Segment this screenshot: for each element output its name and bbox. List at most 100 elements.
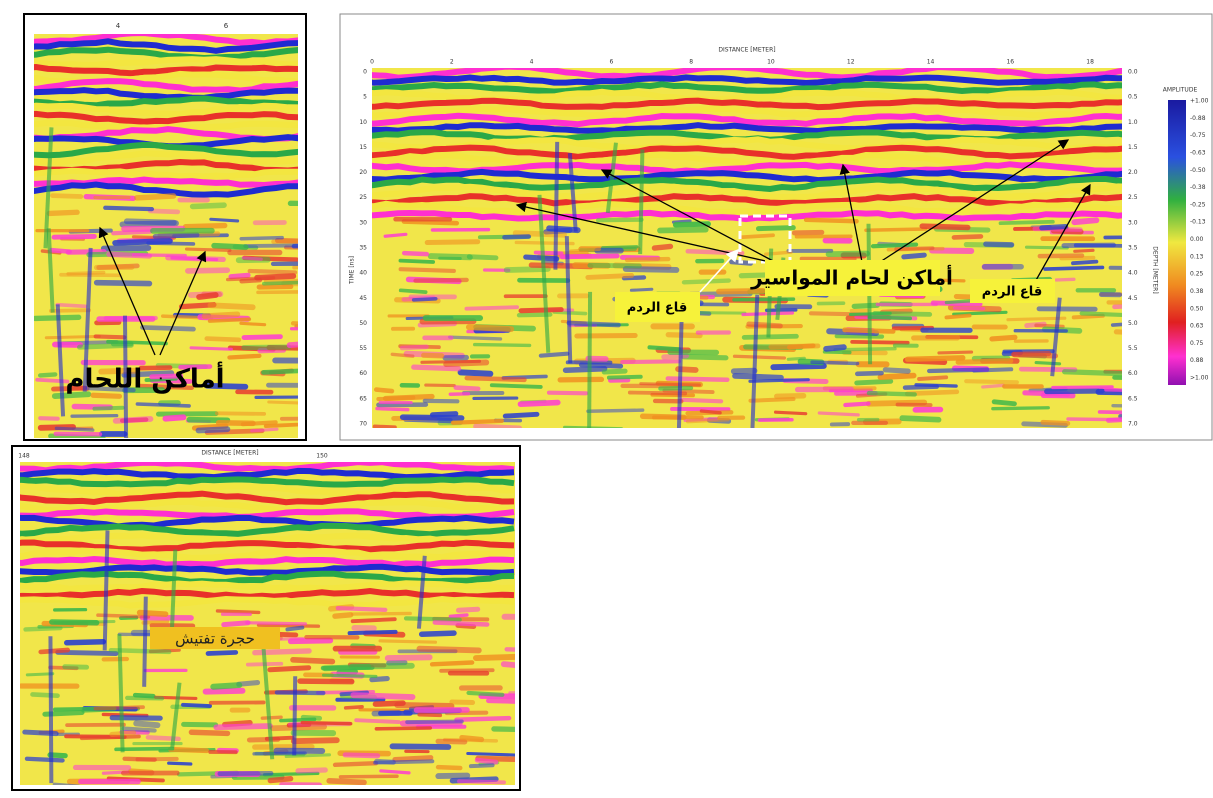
reflection-dash: [386, 396, 433, 398]
reflection-dash: [668, 335, 700, 336]
legend-label: -0.50: [1190, 167, 1206, 174]
reflection-dash: [422, 633, 454, 634]
reflection-dash: [427, 242, 478, 243]
reflection-dash: [204, 314, 237, 316]
reflection-dash: [155, 235, 197, 236]
reflection-dash: [127, 698, 162, 699]
reflection-dash: [273, 727, 324, 729]
x-tick-label: 4: [116, 22, 121, 30]
reflection-dash: [270, 668, 309, 670]
reflection-dash: [191, 732, 227, 733]
legend-label: 0.63: [1190, 323, 1204, 330]
reflection-dash: [750, 399, 793, 401]
reflection-dash: [293, 660, 332, 662]
reflection-dash: [641, 384, 700, 385]
reflection-dash: [1027, 247, 1068, 248]
reflection-dash: [335, 763, 376, 765]
reflection-dash: [49, 212, 77, 213]
diffraction-streak: [555, 142, 557, 270]
reflection-dash: [266, 425, 297, 426]
radargram-3: [10, 462, 562, 786]
annotation: قاع الردم: [982, 285, 1042, 300]
reflection-dash: [735, 376, 781, 378]
reflection-dash: [56, 428, 92, 430]
reflection-dash: [446, 362, 486, 364]
reflection-dash: [468, 753, 522, 755]
reflection-dash: [1045, 267, 1102, 269]
reflection-dash: [684, 281, 729, 283]
legend-label: 0.00: [1190, 236, 1204, 243]
reflection-dash: [453, 421, 502, 423]
reflection-dash: [954, 312, 1006, 314]
annotation: أماكن لحام المواسير: [750, 264, 953, 290]
reflection-dash: [456, 388, 478, 389]
reflection-dash: [735, 356, 785, 358]
reflection-dash: [172, 258, 217, 260]
reflection-dash: [94, 408, 122, 409]
reflection-dash: [193, 205, 224, 206]
x-tick-label: 148: [18, 453, 30, 460]
reflection-dash: [294, 740, 337, 741]
reflection-dash: [419, 715, 440, 716]
reflection-dash: [905, 387, 937, 388]
reflection-dash: [1014, 354, 1049, 355]
x-tick-label: 8: [689, 59, 693, 66]
reflection-dash: [58, 652, 116, 653]
reflection-dash: [854, 305, 877, 306]
reflection-dash: [287, 628, 302, 630]
reflection-dash: [335, 615, 351, 616]
reflection-dash: [67, 642, 104, 643]
reflection-dash: [244, 337, 280, 338]
reflection-dash: [520, 403, 557, 405]
reflection-dash: [438, 776, 467, 777]
reflection-dash: [993, 408, 1048, 409]
reflection-dash: [270, 779, 290, 781]
reflection-dash: [407, 721, 462, 722]
y-tick-label: 60: [359, 370, 367, 377]
y-tick-label: 5: [363, 94, 367, 101]
reflection-dash: [345, 755, 378, 756]
reflection-dash: [104, 248, 149, 249]
reflection-dash: [206, 691, 243, 692]
reflection-dash: [229, 356, 259, 358]
reflection-dash: [788, 358, 804, 359]
reflection-dash: [249, 739, 277, 740]
reflection-dash: [136, 723, 157, 725]
reflection-dash: [441, 670, 492, 671]
reflection-dash: [919, 377, 946, 379]
reflection-dash: [116, 419, 151, 421]
legend-label: 0.88: [1190, 357, 1204, 364]
reflection-dash: [758, 228, 793, 229]
reflection-dash: [375, 427, 395, 428]
reflection-dash: [885, 370, 908, 371]
reflection-dash: [1075, 250, 1093, 251]
reflection-dash: [825, 352, 850, 353]
reflection-dash: [329, 781, 364, 783]
reflection-dash: [277, 692, 323, 693]
reflection-dash: [929, 370, 987, 371]
reflection-dash: [269, 402, 325, 404]
reflection-dash: [549, 228, 578, 230]
reflection-dash: [40, 418, 58, 419]
reflection-dash: [626, 269, 677, 270]
reflection-dash: [210, 319, 250, 321]
reflection-dash: [604, 371, 625, 372]
reflection-dash: [241, 323, 265, 324]
y2-tick-label: 0.5: [1128, 94, 1138, 101]
reflection-dash: [353, 619, 395, 621]
reflection-dash: [806, 220, 856, 221]
y2-tick-label: 6.5: [1128, 395, 1138, 402]
reflection-dash: [170, 749, 206, 750]
reflection-dash: [1000, 222, 1052, 223]
reflection-dash: [392, 354, 412, 356]
reflection-dash: [377, 409, 408, 410]
reflection-dash: [541, 354, 567, 356]
reflection-dash: [777, 396, 804, 397]
reflection-dash: [414, 367, 459, 369]
reflection-dash: [566, 369, 605, 370]
reflection-dash: [211, 219, 238, 221]
reflection-dash: [138, 759, 177, 760]
reflection-dash: [549, 393, 586, 394]
y2-tick-label: 3.5: [1128, 245, 1138, 252]
reflection-dash: [588, 275, 632, 277]
